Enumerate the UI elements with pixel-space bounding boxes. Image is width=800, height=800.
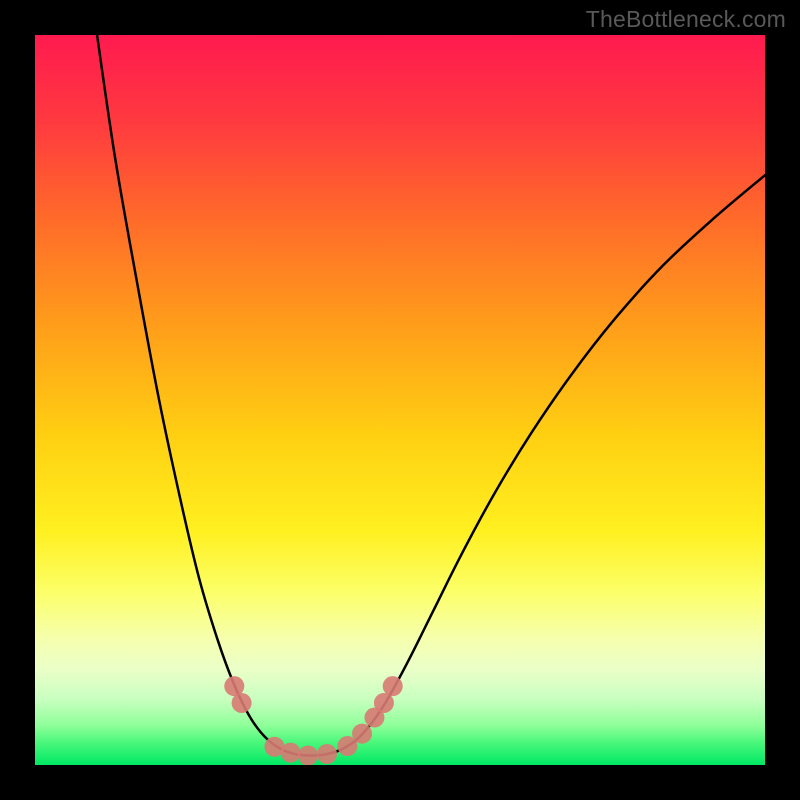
curve-marker [298, 746, 318, 765]
curve-marker [383, 676, 403, 696]
watermark-text: TheBottleneck.com [586, 6, 786, 33]
root-container: TheBottleneck.com [0, 0, 800, 800]
curve-marker [317, 744, 337, 764]
gradient-background [35, 35, 765, 765]
plot-svg [35, 35, 765, 765]
curve-marker [232, 693, 252, 713]
plot-area [35, 35, 765, 765]
curve-marker [352, 724, 372, 744]
curve-marker [281, 743, 301, 763]
